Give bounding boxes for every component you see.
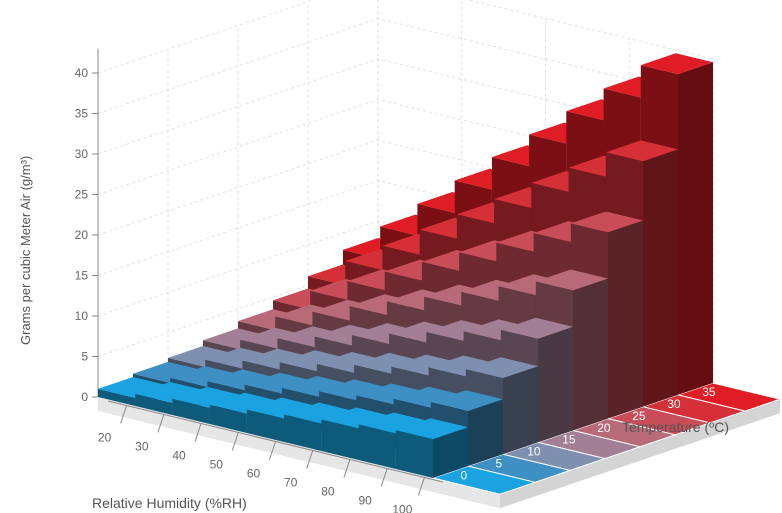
bar-top: [426, 320, 499, 341]
temperature-label: 0: [461, 468, 468, 482]
x-tick-label: 30: [135, 440, 149, 454]
x-tick-label: 40: [172, 449, 186, 463]
bar-top: [321, 407, 394, 429]
band-floor-strip: [431, 465, 537, 495]
x-tick-label: 70: [284, 476, 298, 490]
bar-side: [608, 220, 643, 419]
bar-top: [133, 361, 206, 383]
bar-top: [244, 372, 317, 394]
y-axis-ticks: 0 5 10 15 20 25 30 35 40: [75, 48, 99, 404]
bar-top: [205, 347, 278, 369]
floor-side-edge: [500, 399, 780, 509]
bar-top: [135, 382, 208, 403]
bar-top: [391, 354, 464, 376]
bar-top: [207, 369, 280, 391]
bar-top: [428, 355, 501, 377]
temperature-label: 20: [597, 421, 611, 435]
temperature-label: 25: [632, 409, 646, 423]
bar-top: [356, 383, 429, 405]
bar-top: [354, 352, 427, 374]
x-tick-mark: [157, 414, 165, 433]
temperature-label: 5: [496, 456, 503, 470]
y-tick-label: 5: [81, 350, 88, 364]
x-tick-mark: [120, 405, 128, 424]
x-tick-mark: [194, 423, 202, 442]
bar-side: [468, 399, 503, 467]
bar-top: [279, 350, 352, 372]
bar-top: [358, 412, 431, 434]
bar-side: [678, 62, 713, 395]
bar-top: [535, 269, 608, 291]
temperature-label: 15: [562, 433, 576, 447]
bar-top: [246, 397, 320, 419]
x-tick-label: 20: [98, 431, 112, 445]
x-tick-label: 90: [358, 494, 372, 508]
gridline: [97, 0, 714, 74]
y-axis-label: Grams per cubic Meter Air (g/m³): [18, 156, 33, 345]
y-tick-label: 10: [75, 309, 89, 323]
z-axis-label: Temperature (ºC): [622, 419, 729, 435]
bar-side: [503, 366, 538, 455]
bar-top: [465, 357, 538, 379]
bar-top: [570, 211, 643, 233]
temperature-label: 35: [702, 385, 716, 399]
bar-top: [605, 140, 678, 162]
bar-top: [170, 366, 243, 387]
x-tick-label: 50: [210, 458, 224, 472]
y-tick-label: 35: [75, 107, 89, 121]
bar-side: [433, 427, 468, 478]
bar-top: [284, 402, 357, 424]
bar-top: [209, 392, 282, 414]
x-tick-mark: [231, 432, 239, 451]
y-tick-label: 25: [75, 188, 89, 202]
bar-top: [393, 386, 466, 408]
floor-front-edge: [98, 397, 500, 509]
y-tick-label: 30: [75, 147, 89, 161]
x-tick-label: 80: [321, 485, 335, 499]
bar-side: [538, 326, 573, 443]
y-tick-label: 15: [75, 269, 89, 283]
x-tick-mark: [380, 468, 388, 487]
bar-front: [246, 409, 285, 442]
bar-top: [242, 348, 315, 370]
gridline: [97, 99, 714, 195]
bar-front: [135, 393, 173, 415]
bar-top: [281, 376, 355, 397]
bar-top: [172, 386, 245, 408]
bar-top: [395, 418, 468, 440]
temperature-label: 10: [527, 445, 541, 459]
x-tick-label: 60: [247, 467, 261, 481]
y-tick-label: 0: [81, 390, 88, 404]
x-tick-mark: [343, 459, 351, 478]
bar-top: [316, 352, 390, 373]
x-axis: 20 30 40 50 60 70 80 90 100: [98, 400, 444, 513]
bar-front: [358, 424, 396, 469]
bar-top: [640, 53, 713, 75]
bar-top: [430, 390, 503, 411]
bar-front: [284, 414, 322, 451]
temperature-label: 30: [667, 397, 681, 411]
bar-front: [172, 398, 210, 424]
x-tick-mark: [269, 441, 276, 460]
x-tick-label: 100: [392, 503, 412, 513]
bar-top: [500, 317, 573, 339]
bar-top: [168, 346, 241, 367]
x-axis-label: Relative Humidity (%RH): [92, 495, 247, 511]
x-tick-mark: [417, 477, 425, 496]
bar-top: [98, 377, 171, 398]
bar-top: [319, 379, 392, 401]
x-tick-mark: [306, 450, 314, 469]
band-0: 0: [98, 377, 537, 495]
bar-side: [573, 278, 608, 431]
bar-top: [203, 328, 276, 350]
y-tick-label: 20: [75, 228, 89, 242]
bar-front: [209, 404, 247, 433]
bar-front: [395, 430, 433, 478]
y-tick-label: 40: [75, 66, 89, 80]
bar-front: [321, 419, 359, 460]
bar-side: [643, 149, 678, 407]
bar-front: [98, 388, 136, 406]
